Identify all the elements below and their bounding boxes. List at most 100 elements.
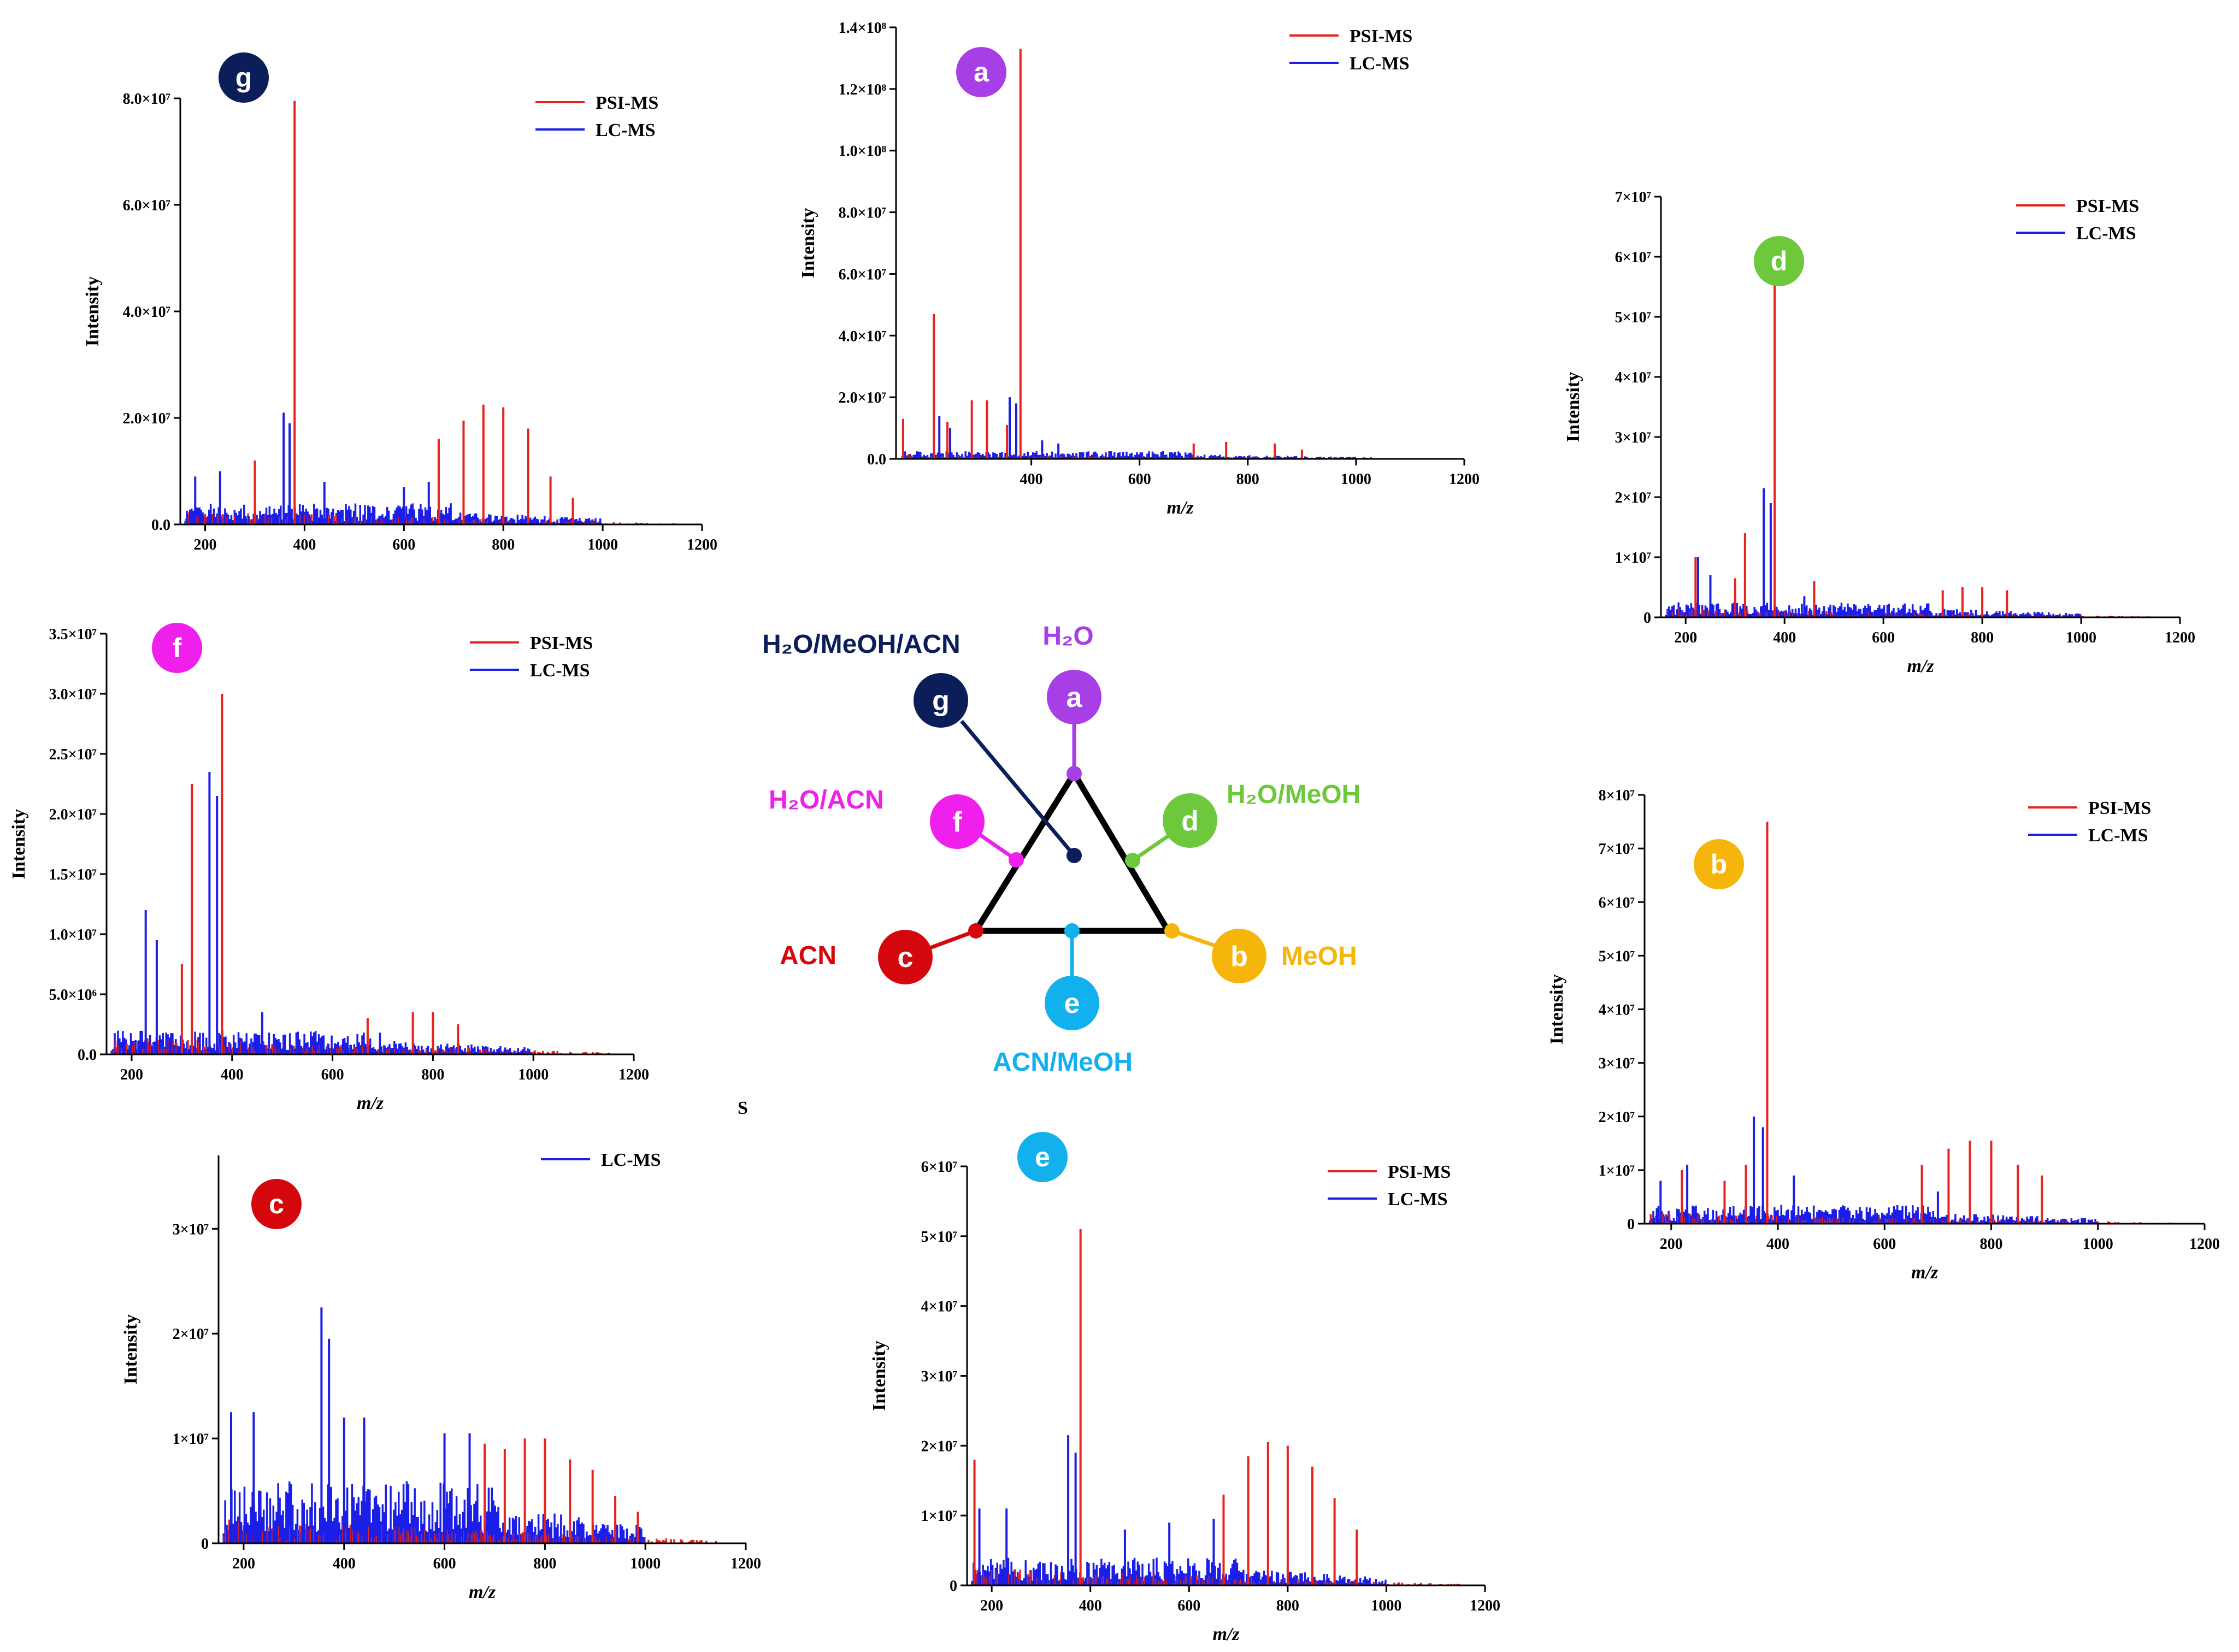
spectrum-panel-e: 200 400 600 800 1000 1200 0 1×10⁷ 2×10⁷ 3×10⁷ 4×10… [869, 1132, 1500, 1644]
y-axis-label: Intensity [1547, 974, 1567, 1044]
x-tick-label: 1000 [2083, 1236, 2113, 1253]
x-tick-label: 200 [980, 1597, 1003, 1614]
x-tick-label: 400 [221, 1066, 244, 1083]
badge-a-letter: a [1067, 682, 1083, 713]
y-axis-label: Intensity [869, 1341, 889, 1411]
y-tick-label: 1.2×10⁸ [839, 81, 886, 98]
x-tick-label: 1200 [1470, 1597, 1500, 1614]
panel-badge-c [251, 1179, 302, 1229]
y-tick-label: 4.0×10⁷ [123, 304, 170, 321]
x-axis-label: m/z [1166, 498, 1194, 518]
panel-badge-f [152, 623, 202, 673]
x-tick-label: 800 [421, 1066, 444, 1083]
legend-label: PSI-MS [596, 93, 658, 113]
panel-badge-letter: g [235, 62, 252, 93]
label-b: MeOH [1281, 942, 1357, 971]
legend-label: LC-MS [2088, 825, 2148, 846]
y-tick-label: 2.5×10⁷ [49, 746, 97, 763]
y-tick-label: 3×10⁷ [921, 1368, 957, 1385]
x-tick-label: 400 [333, 1555, 356, 1572]
y-tick-label: 3×10⁷ [1599, 1055, 1635, 1072]
y-tick-label: 3.5×10⁷ [49, 626, 97, 643]
y-tick-label: 1×10⁷ [173, 1431, 209, 1448]
y-tick-label: 6×10⁷ [1599, 894, 1635, 911]
x-tick-label: 600 [321, 1066, 344, 1083]
y-tick-label: 2×10⁷ [921, 1438, 957, 1455]
y-tick-label: 5.0×10⁶ [49, 987, 97, 1004]
y-tick-label: 1.4×10⁸ [839, 20, 886, 37]
y-tick-label: 1.0×10⁸ [839, 143, 886, 160]
y-axis-label: Intensity [1563, 372, 1583, 442]
panel-badge-letter: c [269, 1189, 284, 1219]
panel-badge-letter: b [1711, 849, 1728, 880]
x-tick-label: 800 [1236, 471, 1259, 488]
y-tick-label: 1×10⁷ [1599, 1163, 1635, 1179]
y-tick-label: 6×10⁷ [1615, 249, 1651, 266]
y-tick-label: 4×10⁷ [1615, 369, 1651, 386]
y-tick-label: 5×10⁷ [921, 1229, 957, 1246]
y-tick-label: 3×10⁷ [1615, 429, 1651, 446]
node-f [1009, 852, 1024, 868]
x-axis-label: m/z [469, 1582, 496, 1602]
legend-label: LC-MS [530, 660, 590, 681]
x-tick-label: 400 [1079, 1597, 1102, 1614]
label-c: ACN [780, 941, 836, 970]
legend-label: PSI-MS [2088, 798, 2151, 818]
y-axis-label: Intensity [83, 276, 103, 346]
badge-c-letter: c [898, 942, 914, 974]
x-tick-label: 600 [392, 536, 415, 553]
legend-label: LC-MS [2076, 223, 2136, 244]
x-axis-label: m/z [1212, 1624, 1240, 1644]
noise-peaks-a [900, 451, 1437, 459]
y-tick-label: 2×10⁷ [173, 1326, 209, 1343]
panel-badge-g [219, 52, 269, 103]
x-tick-label: 600 [1177, 1597, 1200, 1614]
badge-g [914, 673, 968, 728]
legend-label: S [738, 1098, 748, 1118]
panel-badge-letter: f [173, 633, 182, 663]
x-tick-label: 200 [232, 1555, 255, 1572]
spectrum-panel-f: 200 400 600 800 1000 1200 0.0 5.0×10⁶ 1.0×10⁷ 1.5… [9, 623, 649, 1113]
noise-peaks-d [1665, 602, 2156, 617]
y-tick-label: 1×10⁷ [1615, 550, 1651, 567]
y-tick-label: 5×10⁷ [1599, 948, 1635, 965]
spectrum-panel-b: 200 400 600 800 1000 1200 0 1×10⁷ 2×10⁷ 3×10⁷ 4×10… [1547, 787, 2220, 1283]
badge-f [930, 794, 985, 849]
y-tick-label: 1.5×10⁷ [49, 866, 97, 883]
badge-g-letter: g [932, 685, 950, 717]
noise-peaks-c [222, 1481, 721, 1543]
legend-label: PSI-MS [1350, 26, 1412, 46]
y-tick-label: 0 [201, 1536, 209, 1553]
legend-b: PSI-MS LC-MS [2028, 798, 2151, 846]
y-tick-label: 2×10⁷ [1599, 1109, 1635, 1126]
legend-label: LC-MS [1388, 1189, 1448, 1210]
x-tick-label: 1200 [1449, 471, 1480, 488]
legend-g: PSI-MS LC-MS [535, 93, 658, 140]
legend-label: PSI-MS [1388, 1162, 1451, 1182]
badge-e [1045, 976, 1099, 1030]
y-tick-label: 4.0×10⁷ [839, 328, 886, 345]
x-tick-label: 1200 [2165, 629, 2195, 646]
x-tick-label: 1000 [587, 536, 618, 553]
spectrum-panel-a: 400 600 800 1000 1200 0.0 2.0×10⁷ 4.0×10⁷ 6.0×10… [798, 20, 1480, 518]
legend-label: LC-MS [601, 1150, 661, 1170]
panel-badge-d [1754, 236, 1804, 286]
x-tick-label: 400 [1773, 629, 1796, 646]
legend-f: PSI-MS LC-MS [470, 633, 593, 681]
badge-a [1047, 670, 1101, 724]
x-tick-label: 400 [293, 536, 316, 553]
noise-peaks-b [1649, 1205, 2172, 1224]
legend-c: S LC-MS [541, 1098, 748, 1170]
badge-e-letter: e [1064, 988, 1080, 1019]
x-tick-label: 400 [1766, 1236, 1789, 1253]
legend-label: LC-MS [1350, 54, 1410, 74]
x-tick-label: 1000 [1371, 1597, 1401, 1614]
spectra-panels: 400 600 800 1000 1200 0.0 2.0×10⁷ 4.0×10⁷ 6.0×10… [9, 20, 2220, 1644]
solvent-schematic: a H₂O d H₂O/MeOH f H₂O/ACN g H₂O/MeOH/AC… [762, 622, 1360, 1077]
y-tick-label: 3×10⁷ [173, 1221, 209, 1238]
node-b [1164, 923, 1180, 939]
spectrum-panel-g: 200 400 600 800 1000 1200 0.0 2.0×10⁷ 4.0×10⁷ 6.0… [83, 52, 717, 553]
x-tick-label: 600 [1873, 1236, 1896, 1253]
y-tick-label: 0.0 [867, 451, 886, 468]
node-c [968, 923, 983, 939]
